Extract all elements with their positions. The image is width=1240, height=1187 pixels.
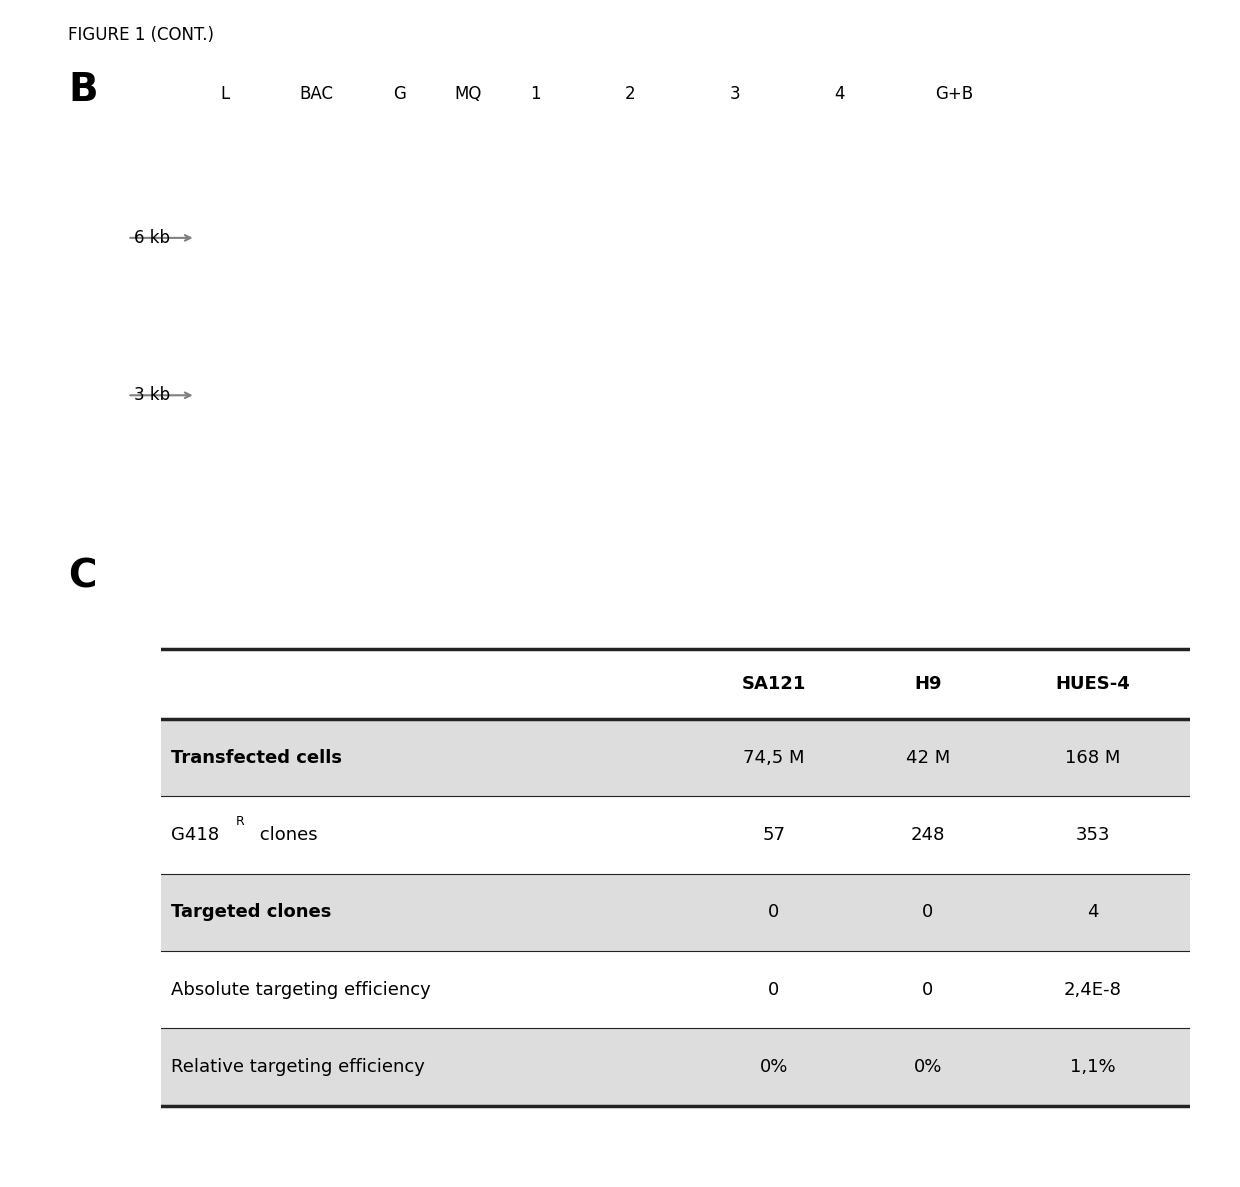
Text: B: B [68,71,98,109]
Text: Absolute targeting efficiency: Absolute targeting efficiency [171,980,432,998]
Text: 0: 0 [923,980,934,998]
Text: L: L [221,85,229,103]
Bar [161,1028,1190,1105]
Text: Targeted clones: Targeted clones [171,903,332,921]
Text: 1: 1 [531,85,541,103]
Bar [161,719,1190,796]
Text: 2: 2 [625,85,635,103]
Text: 3: 3 [729,85,740,103]
Text: 248: 248 [910,826,945,844]
Text: C: C [68,558,97,596]
Text: SA121: SA121 [742,675,806,693]
Text: Relative targeting efficiency: Relative targeting efficiency [171,1058,425,1075]
Text: Transfected cells: Transfected cells [171,749,342,767]
Text: BAC: BAC [299,85,332,103]
Text: 353: 353 [1075,826,1110,844]
Text: 0: 0 [768,980,779,998]
Text: 4: 4 [1087,903,1099,921]
Text: clones: clones [254,826,317,844]
Text: FIGURE 1 (CONT.): FIGURE 1 (CONT.) [68,26,215,44]
Text: 4: 4 [835,85,844,103]
Text: 1,1%: 1,1% [1070,1058,1116,1075]
Text: 0%: 0% [914,1058,942,1075]
Text: R: R [236,814,244,827]
Text: 0: 0 [768,903,779,921]
Text: 2,4E-8: 2,4E-8 [1064,980,1121,998]
Text: 0: 0 [923,903,934,921]
Text: 168 M: 168 M [1065,749,1120,767]
Text: H9: H9 [914,675,941,693]
Text: 3 kb: 3 kb [134,386,170,405]
Text: G+B: G+B [936,85,973,103]
Text: MQ: MQ [454,85,481,103]
Text: 0%: 0% [759,1058,787,1075]
Bar [161,874,1190,951]
Text: 57: 57 [763,826,785,844]
Text: 42 M: 42 M [906,749,950,767]
Text: 6 kb: 6 kb [134,229,170,247]
Text: G418: G418 [171,826,219,844]
Text: 74,5 M: 74,5 M [743,749,805,767]
Text: HUES-4: HUES-4 [1055,675,1130,693]
Text: G: G [393,85,407,103]
